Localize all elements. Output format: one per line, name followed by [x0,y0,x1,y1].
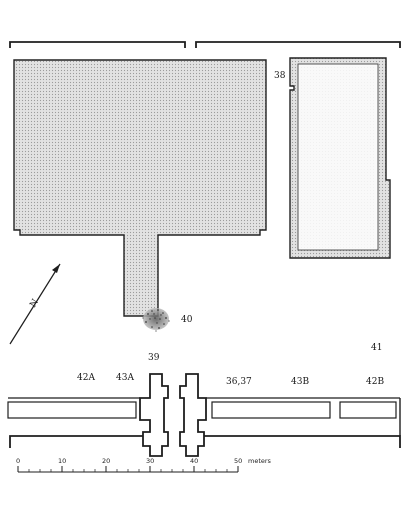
scale-tick-label: 40 [190,457,198,465]
scale-bar: 0 10 20 30 40 50 meters [16,457,272,473]
north-boundary-wall [9,41,401,48]
label-36-37: 36,37 [226,377,252,387]
label-43a: 43A [116,373,134,383]
scale-tick-label: 10 [58,457,66,465]
rubble-mound-40 [142,308,170,332]
label-42b: 42B [366,377,384,387]
label-40: 40 [181,315,193,325]
north-arrow-label: N [28,297,41,309]
label-42a: 42A [77,373,95,383]
scale-tick-label: 30 [146,457,154,465]
structure-38 [289,57,391,259]
scale-unit: meters [248,457,272,465]
label-38: 38 [274,71,286,81]
label-41: 41 [371,343,382,353]
block-42b [339,401,397,419]
block-36-37-43b [211,401,331,419]
block-42a-43a [7,401,137,419]
north-arrow: N [9,263,61,345]
south-wall-structures [7,397,401,448]
scale-tick-label: 50 [234,457,242,465]
label-43b: 43B [291,377,309,387]
scale-tick-label: 0 [16,457,20,465]
scale-tick-label: 20 [102,457,110,465]
gateway-39 [139,373,207,457]
label-39: 39 [148,353,160,363]
